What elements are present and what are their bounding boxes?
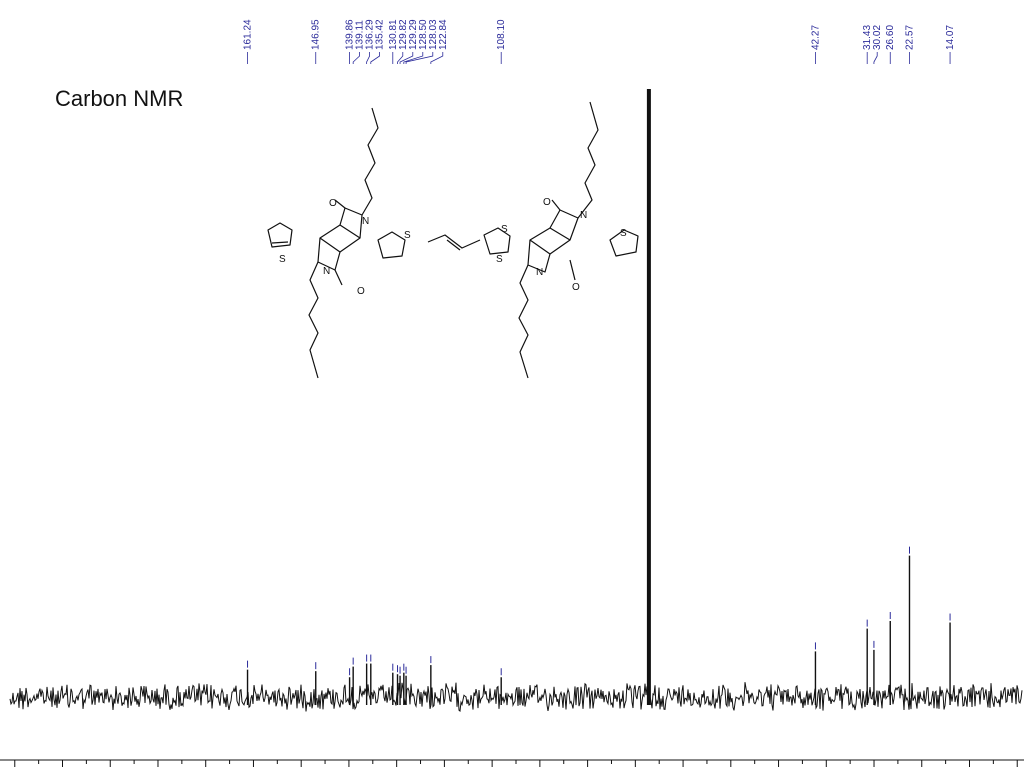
peak-label: 108.10 (496, 19, 507, 50)
peak-label: 129.82 (398, 19, 409, 50)
peak-label: 129.29 (408, 19, 419, 50)
peak-label: 139.11 (355, 20, 366, 50)
peak-label: 122.84 (438, 19, 449, 50)
peak-label-leader (399, 52, 414, 64)
peak-label: 14.07 (945, 25, 956, 50)
peak-label: 31.43 (862, 25, 873, 50)
spectrum-baseline-noise (9, 682, 1023, 712)
peak-label: 136.29 (365, 19, 376, 50)
atom-label: S (496, 254, 503, 265)
atom-label: O (543, 197, 551, 208)
peak-label: 161.24 (243, 19, 254, 50)
atom-label: O (329, 198, 337, 209)
peak-label: 130.81 (388, 19, 399, 50)
peak-label: 26.60 (885, 25, 896, 50)
atom-label: O (572, 282, 580, 293)
peak-label-leader (352, 52, 360, 64)
peak-label: 128.03 (428, 19, 439, 50)
peak-label: 135.42 (375, 19, 386, 50)
peak-label-leader (397, 52, 404, 64)
peak-label: 42.27 (810, 25, 821, 50)
molecule-structure: S O N O N S S S O N O N S (267, 101, 639, 379)
atom-label: N (536, 267, 543, 278)
peak-label: 146.95 (311, 19, 322, 50)
atom-label: S (620, 228, 627, 239)
atom-label: N (362, 216, 369, 227)
peak-label: 128.50 (418, 19, 429, 50)
peak-label: 139.86 (345, 19, 356, 50)
peak-label-leader (366, 52, 370, 64)
peak-label-leader (873, 52, 878, 64)
atom-label: S (501, 224, 508, 235)
peak-label: 30.02 (872, 25, 883, 50)
atom-label: N (580, 210, 587, 221)
peak-label-leader (370, 52, 380, 64)
atom-label: O (357, 286, 365, 297)
atom-label: S (279, 254, 286, 265)
peak-label-leader (403, 52, 424, 64)
atom-label: N (323, 266, 330, 277)
peak-label-leader (430, 52, 444, 64)
peak-label: 22.57 (904, 25, 915, 50)
peak-label-leader (405, 52, 434, 64)
chart-title: Carbon NMR (55, 86, 184, 111)
atom-label: S (404, 230, 411, 241)
